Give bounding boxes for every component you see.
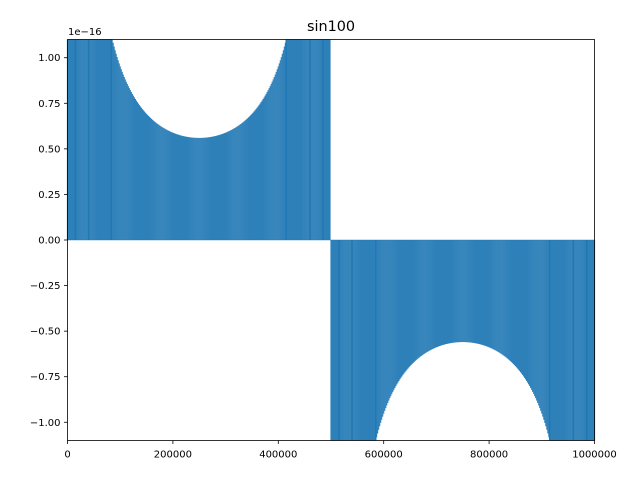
axes-frame [67,39,595,441]
x-axis: 0 200000 400000 600000 800000 1000000 [64,440,617,461]
plot-area [66,39,596,441]
x-tick-label-2: 400000 [259,450,297,461]
y-tick-label-1: −0.75 [30,372,61,383]
y-tick-label-5: 0.25 [38,190,60,201]
y-offset-text: 1e−16 [68,27,102,38]
y-tick-label-4: 0.00 [38,236,60,247]
x-tick-label-3: 600000 [365,450,403,461]
x-tick-label-1: 200000 [154,450,192,461]
y-tick-label-3: −0.25 [30,281,61,292]
x-tick-label-0: 0 [64,450,70,461]
y-tick-label-2: −0.50 [30,327,61,338]
y-tick-label-8: 1.00 [38,53,60,64]
x-tick-label-4: 800000 [470,450,508,461]
y-axis: −1.00 −0.75 −0.50 −0.25 0.00 0.25 0.50 0.75 1.00 [30,53,68,429]
y-tick-label-6: 0.50 [38,144,60,155]
y-tick-label-0: −1.00 [30,418,61,429]
x-tick-label-5: 1000000 [572,450,617,461]
y-tick-label-7: 0.75 [38,99,60,110]
chart-title: sin100 [307,19,355,35]
